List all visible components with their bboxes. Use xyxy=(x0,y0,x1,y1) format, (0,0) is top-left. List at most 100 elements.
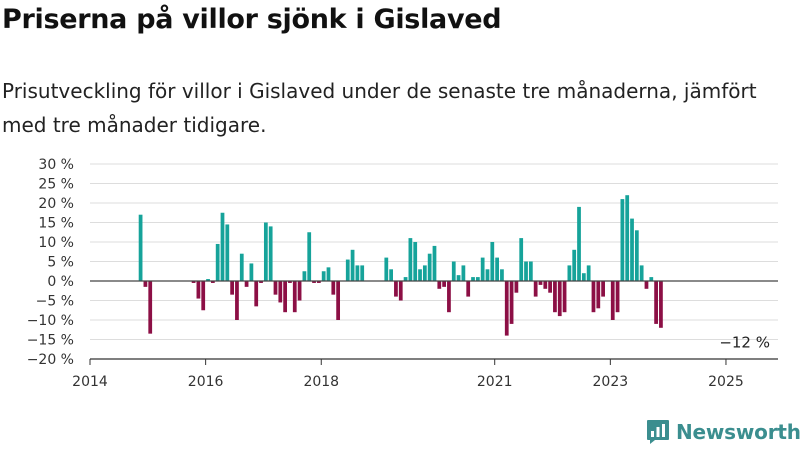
bar xyxy=(278,281,283,303)
x-tick-label: 2014 xyxy=(72,374,108,390)
bar xyxy=(509,281,514,324)
bar xyxy=(596,281,601,309)
bar xyxy=(331,281,336,295)
bar xyxy=(538,281,543,285)
y-tick-label: −20 % xyxy=(27,352,74,368)
bar xyxy=(427,253,432,281)
bar xyxy=(413,242,418,281)
bar xyxy=(519,238,524,281)
bar xyxy=(562,281,567,313)
bar xyxy=(288,281,292,283)
bar xyxy=(138,214,143,281)
y-axis-labels: 30 % 25 % 20 % 15 % 10 % 5 % 0 % −5 % −10 % −15 %… xyxy=(27,157,74,368)
bar xyxy=(360,265,365,281)
bar xyxy=(350,249,355,281)
bar xyxy=(336,281,341,320)
y-tick-label: 0 % xyxy=(47,274,74,290)
y-tick-label: 5 % xyxy=(47,255,74,271)
bar xyxy=(442,281,446,287)
bar xyxy=(543,281,548,289)
bar xyxy=(557,281,562,317)
bar xyxy=(206,279,210,281)
bar xyxy=(447,281,451,313)
y-tick-label: 15 % xyxy=(38,216,74,232)
x-tick-label: 2023 xyxy=(593,374,629,390)
bar xyxy=(659,281,663,328)
bar xyxy=(143,281,148,287)
bar xyxy=(567,265,572,281)
bar xyxy=(466,281,471,297)
bar xyxy=(586,265,591,281)
bar xyxy=(644,281,649,289)
x-tick-label: 2016 xyxy=(188,374,224,390)
bar xyxy=(601,281,605,297)
bar xyxy=(581,273,586,281)
bar xyxy=(500,269,504,281)
bar xyxy=(654,281,658,324)
bar xyxy=(384,257,389,281)
bar xyxy=(418,269,422,281)
y-tick-label: −10 % xyxy=(27,313,74,329)
bar xyxy=(210,281,215,283)
x-tick-label: 2025 xyxy=(708,374,744,390)
bar xyxy=(485,269,490,281)
bar xyxy=(345,259,350,281)
bar xyxy=(422,265,427,281)
x-tick-label: 2021 xyxy=(477,374,513,390)
bar xyxy=(191,281,196,283)
bar xyxy=(639,265,644,281)
bar xyxy=(235,281,239,320)
y-tick-label: 10 % xyxy=(38,235,74,251)
bar xyxy=(196,281,201,299)
bar xyxy=(220,212,225,281)
bar xyxy=(577,206,581,281)
bar xyxy=(591,281,596,313)
bar xyxy=(480,257,485,281)
bar xyxy=(615,281,620,313)
y-tick-label: 20 % xyxy=(38,196,74,212)
bar xyxy=(625,195,630,281)
bar xyxy=(321,271,326,281)
page-title: Priserna på villor sjönk i Gislaved xyxy=(2,4,502,35)
bar xyxy=(524,261,528,281)
newsworthy-brand: Newsworthy xyxy=(646,419,800,445)
bar xyxy=(437,281,442,289)
bar xyxy=(451,261,456,281)
bar xyxy=(548,281,552,293)
x-tick-label: 2018 xyxy=(303,374,339,390)
bar xyxy=(514,281,519,293)
bar xyxy=(403,277,408,281)
bar xyxy=(302,271,307,281)
bar xyxy=(495,257,499,281)
y-tick-label: 30 % xyxy=(38,157,74,173)
bar xyxy=(230,281,235,295)
bar xyxy=(307,232,312,281)
bar xyxy=(461,265,466,281)
bar xyxy=(316,281,321,283)
y-tick-label: 25 % xyxy=(38,177,74,193)
y-tick-label: −5 % xyxy=(36,294,74,310)
bar xyxy=(533,281,538,297)
bar xyxy=(254,281,259,307)
bar xyxy=(630,218,634,281)
gridlines xyxy=(90,163,778,360)
bar xyxy=(490,242,495,281)
bar xyxy=(239,253,244,281)
bar xyxy=(572,249,577,281)
bar xyxy=(215,243,220,281)
bar xyxy=(263,222,268,281)
bar xyxy=(283,281,288,313)
bar xyxy=(326,267,331,281)
bar xyxy=(649,277,654,281)
bar xyxy=(389,269,393,281)
brand-name: Newsworthy xyxy=(676,420,800,444)
bar xyxy=(292,281,297,313)
bar xyxy=(148,281,153,334)
bar xyxy=(528,261,533,281)
bar xyxy=(273,281,278,295)
bar xyxy=(432,245,437,281)
bar xyxy=(610,281,615,320)
bar xyxy=(394,281,398,297)
bar xyxy=(408,238,413,281)
